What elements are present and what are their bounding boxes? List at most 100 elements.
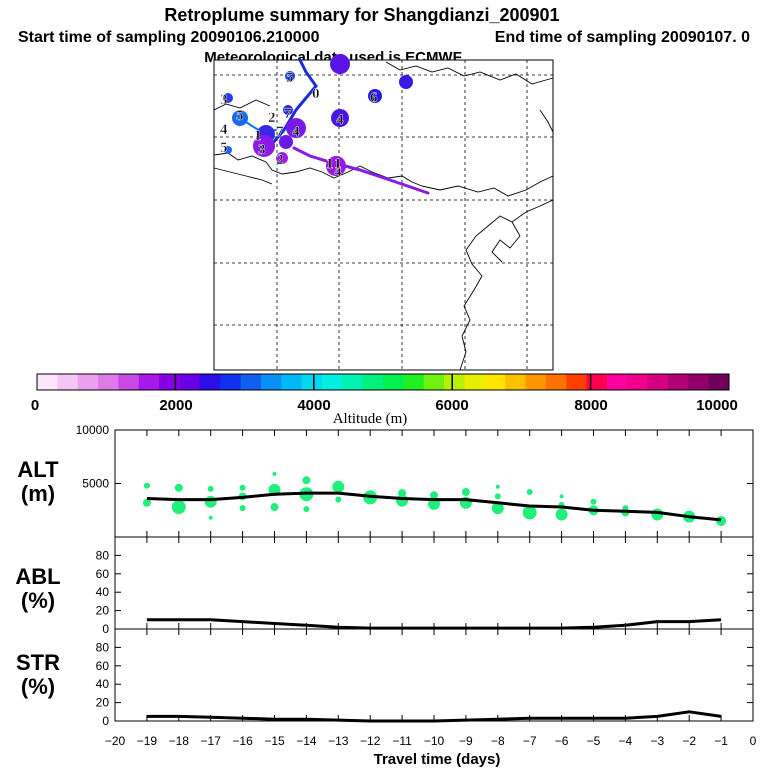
x-tick-label: 0 <box>750 734 757 748</box>
altitude-point <box>174 483 183 492</box>
cluster-marker <box>326 156 346 176</box>
cluster-label: 4 <box>220 122 228 138</box>
y-tick-label: 80 <box>96 548 110 562</box>
colorbar-swatch <box>464 374 486 390</box>
colorbar-tick: 0 <box>31 397 39 414</box>
x-tick-label: −4 <box>619 734 633 748</box>
cluster-marker <box>399 75 413 89</box>
altitude-point <box>302 476 311 485</box>
colorbar-swatch <box>647 374 669 390</box>
y-tick-label: 40 <box>96 677 110 691</box>
altitude-point <box>590 498 597 505</box>
colorbar-swatch <box>362 374 384 390</box>
altitude-point <box>555 508 568 521</box>
x-tick-label: −13 <box>328 734 349 748</box>
colorbar-tick: 6000 <box>435 397 468 414</box>
y-tick-label: 10000 <box>76 423 110 437</box>
y-tick-label: 60 <box>96 659 110 673</box>
altitude-point <box>204 495 217 508</box>
colorbar-swatch <box>321 374 343 390</box>
cluster-label: 5 <box>220 140 228 156</box>
altitude-point <box>303 506 310 513</box>
altitude-point <box>559 494 564 499</box>
alt-series-line <box>146 491 722 522</box>
cluster-marker <box>286 118 306 138</box>
colorbar-label: Altitude (m) <box>333 411 408 427</box>
colorbar-swatch <box>708 374 730 390</box>
x-tick-label: −5 <box>587 734 601 748</box>
cluster-label: 7 <box>284 106 292 122</box>
colorbar-swatch <box>525 374 547 390</box>
map-frame <box>213 59 554 371</box>
x-tick-label: −7 <box>523 734 537 748</box>
cluster-marker <box>283 105 293 115</box>
colorbar-swatch <box>260 374 282 390</box>
colorbar-swatch <box>240 374 262 390</box>
altitude-point <box>239 484 246 491</box>
y-tick-label: 20 <box>96 696 110 710</box>
coastlines <box>213 61 554 371</box>
cluster-label: 6 <box>370 90 378 106</box>
altitude-point <box>208 515 213 520</box>
alt-ylabel-unit: (m) <box>21 481 55 506</box>
colorbar-frame <box>36 373 730 391</box>
colorbar-swatch <box>199 374 221 390</box>
colorbar-swatch <box>566 374 588 390</box>
colorbar-swatch <box>403 374 425 390</box>
colorbar-swatch <box>179 374 201 390</box>
cluster-label: 1 <box>334 156 342 172</box>
altitude-point <box>270 503 279 512</box>
x-tick-label: −20 <box>105 734 126 748</box>
colorbar-swatch <box>423 374 445 390</box>
x-tick-label: −12 <box>360 734 381 748</box>
x-tick-label: −19 <box>137 734 158 748</box>
x-tick-label: −9 <box>459 734 473 748</box>
altitude-point <box>430 491 438 500</box>
colorbar-swatch <box>586 374 608 390</box>
str-series-line <box>146 710 722 723</box>
cluster-marker <box>285 71 295 81</box>
x-tick-label: −15 <box>264 734 285 748</box>
alt-panel-frame <box>114 429 754 538</box>
cluster-label: 2 <box>276 152 284 168</box>
colorbar-swatch <box>627 374 649 390</box>
cluster-marker <box>368 89 382 103</box>
altitude-point <box>207 485 214 492</box>
colorbar-swatch <box>281 374 303 390</box>
cluster-marker <box>224 146 232 154</box>
altitude-point <box>396 494 409 507</box>
x-tick-label: −8 <box>491 734 505 748</box>
cluster-label: 1 <box>254 128 262 144</box>
colorbar-swatch <box>301 374 323 390</box>
colorbar-swatch <box>98 374 119 390</box>
altitude-point <box>522 505 537 520</box>
y-tick-label: 0 <box>102 714 109 728</box>
colorbar-swatch <box>688 374 710 390</box>
cluster-marker <box>232 110 248 126</box>
abl-series-line <box>146 618 722 630</box>
colorbar-swatch <box>667 374 689 390</box>
y-tick-label: 60 <box>96 567 110 581</box>
colorbar-tick: 2000 <box>159 397 192 414</box>
trajectory-map: 5 0 6 3 4 5 2 7 4 5 1 7 4 3 2 1 4 1 <box>213 54 554 371</box>
cluster-label: 2 <box>268 110 276 126</box>
chart-title: Retroplume summary for Shangdianzi_20090… <box>164 5 559 25</box>
altitude-point <box>494 493 501 500</box>
colorbar-tick: 10000 <box>696 397 738 414</box>
altitude-point <box>526 489 533 496</box>
colorbar-swatch <box>444 374 465 390</box>
cluster-label: 5 <box>286 70 294 86</box>
str-ylabel-unit: (%) <box>21 674 55 699</box>
x-tick-label: −3 <box>650 734 664 748</box>
altitude-point <box>335 496 342 503</box>
x-tick-label: −16 <box>232 734 253 748</box>
cluster-markers <box>223 54 413 176</box>
cluster-label: 3 <box>220 92 228 108</box>
cluster-label: 1 <box>326 156 334 172</box>
colorbar-swatch <box>383 374 404 390</box>
colorbar-swatch <box>118 374 140 390</box>
x-axis-label: Travel time (days) <box>374 751 501 768</box>
end-time-label: End time of sampling 20090107. 0 <box>495 29 750 46</box>
colorbar-swatch <box>342 374 364 390</box>
